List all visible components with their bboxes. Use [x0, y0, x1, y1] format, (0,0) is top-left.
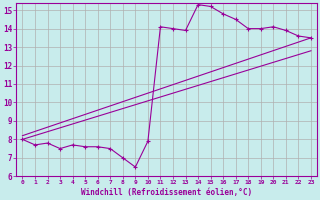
X-axis label: Windchill (Refroidissement éolien,°C): Windchill (Refroidissement éolien,°C) — [81, 188, 252, 197]
